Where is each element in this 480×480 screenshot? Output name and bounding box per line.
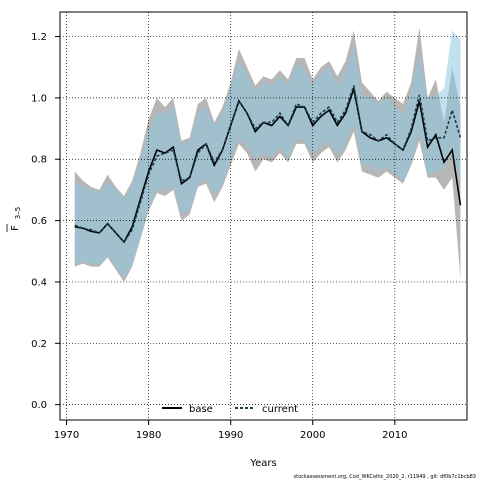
- line-current: [74, 85, 462, 244]
- band-base: [74, 27, 461, 282]
- y-axis-title: F 3–5: [6, 207, 22, 232]
- y-tick-label: 0.6: [31, 216, 47, 227]
- y-tick-label: 0.4: [31, 277, 47, 288]
- legend: base current: [162, 404, 298, 415]
- x-tick-label: 1980: [136, 430, 161, 441]
- y-axis-title-subscript: 3–5: [14, 207, 22, 219]
- y-axis-title-main: F: [10, 225, 21, 231]
- x-tick-label: 1970: [54, 430, 79, 441]
- y-axis: 0.0 0.2 0.4 0.6 0.8 1.0 1.2: [31, 32, 60, 411]
- band-current: [74, 30, 461, 278]
- y-tick-label: 0.2: [31, 339, 47, 350]
- x-axis: 1970 1980 1990 2000 2010: [54, 420, 408, 441]
- series-lines: [74, 85, 462, 244]
- plot-frame: [59, 11, 468, 421]
- x-axis-title: Years: [249, 458, 276, 469]
- confidence-bands: [74, 27, 461, 282]
- legend-base-label: base: [189, 404, 213, 415]
- y-tick-label: 1.0: [31, 93, 47, 104]
- y-tick-label: 0.8: [31, 155, 47, 166]
- legend-current-label: current: [262, 404, 298, 415]
- grid: [60, 12, 467, 420]
- y-tick-label: 1.2: [31, 32, 47, 43]
- x-tick-label: 1990: [218, 430, 243, 441]
- y-tick-label: 0.0: [31, 400, 47, 411]
- x-tick-label: 2010: [382, 430, 407, 441]
- footer-credit: stockassessment.org, Cod_WKCeltic_2020_2…: [294, 474, 477, 480]
- x-tick-label: 2000: [300, 430, 325, 441]
